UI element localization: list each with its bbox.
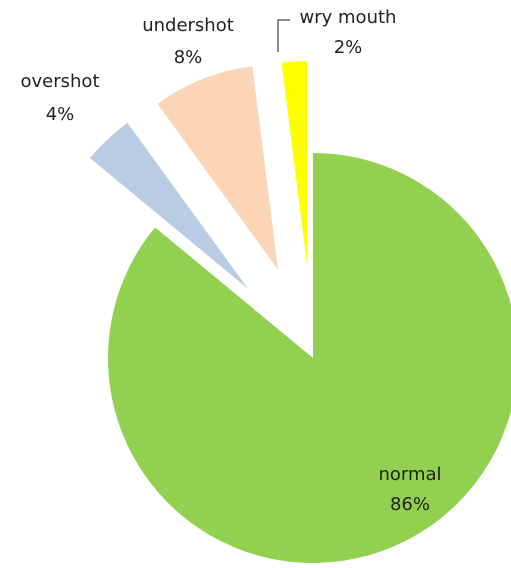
slice bbox=[157, 66, 279, 270]
slice-label: overshot bbox=[21, 71, 100, 92]
slice-value-label: 86% bbox=[390, 494, 430, 515]
slice-value-label: 4% bbox=[46, 104, 75, 125]
slice-label: normal bbox=[378, 464, 441, 485]
slice-value-label: 2% bbox=[334, 37, 363, 58]
slices bbox=[90, 61, 511, 563]
slice-label: wry mouth bbox=[300, 7, 397, 28]
slice bbox=[90, 122, 248, 289]
slice bbox=[281, 61, 308, 267]
leader-line bbox=[277, 19, 290, 52]
slice-label: undershot bbox=[142, 15, 234, 36]
slice-value-label: 8% bbox=[174, 47, 203, 68]
slice bbox=[108, 153, 511, 563]
